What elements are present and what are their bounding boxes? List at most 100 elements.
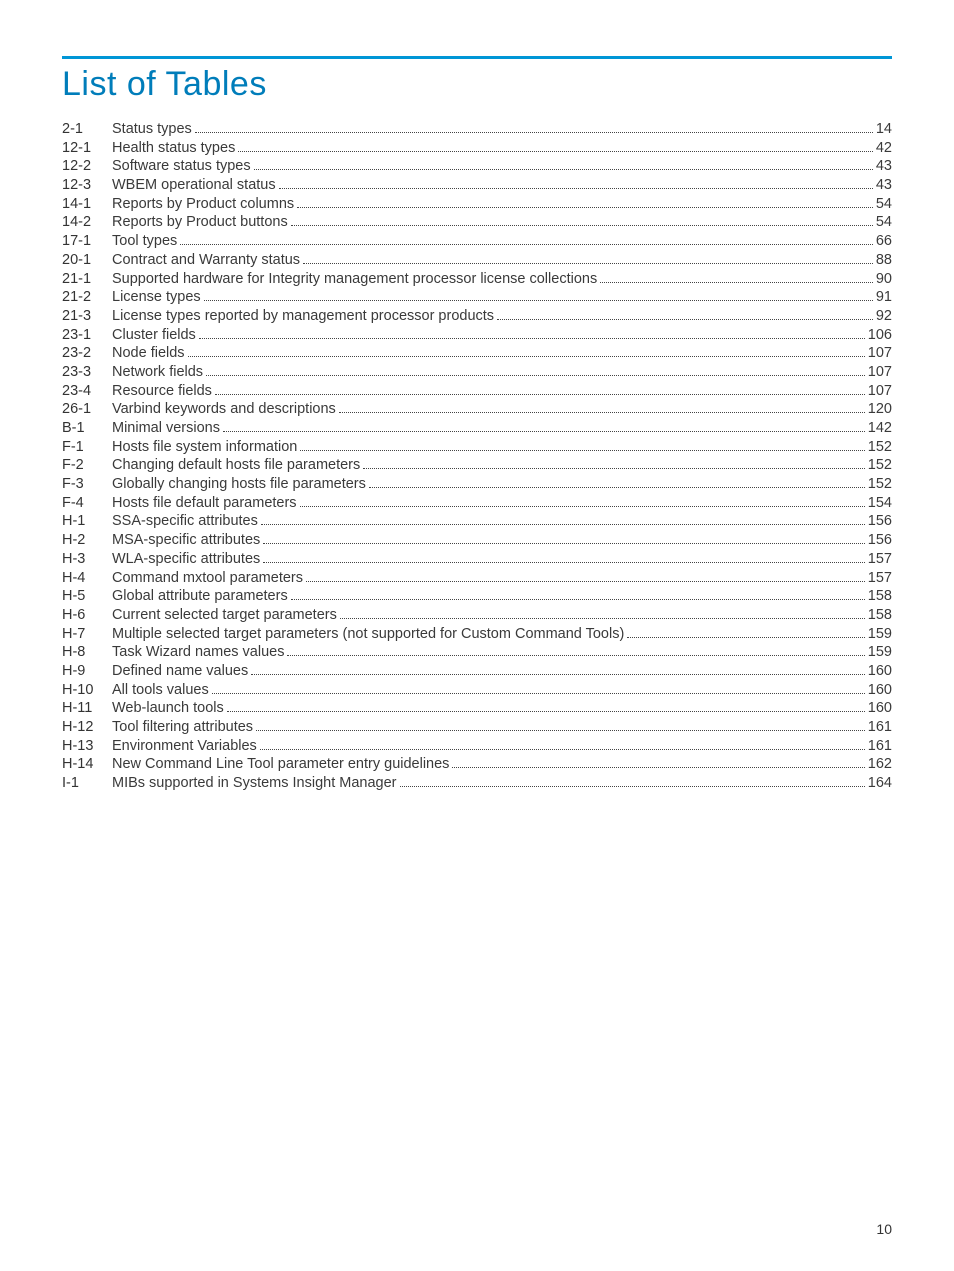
toc-entry[interactable]: 21-3License types reported by management… — [62, 309, 892, 324]
toc-entry-page: 164 — [868, 776, 892, 791]
toc-leader-dots — [263, 562, 865, 563]
table-of-contents: 2-1Status types14 12-1Health status types… — [62, 122, 892, 791]
toc-entry[interactable]: F-1Hosts file system information152 — [62, 440, 892, 455]
toc-entry-page: 160 — [868, 683, 892, 698]
toc-entry-label: Resource fields — [112, 384, 212, 399]
toc-entry-number: H-5 — [62, 589, 112, 604]
toc-entry[interactable]: H-4Command mxtool parameters157 — [62, 571, 892, 586]
toc-entry[interactable]: H-8Task Wizard names values159 — [62, 645, 892, 660]
toc-entry[interactable]: H-13Environment Variables161 — [62, 739, 892, 754]
toc-entry-label: Global attribute parameters — [112, 589, 288, 604]
toc-entry[interactable]: H-11Web-launch tools160 — [62, 701, 892, 716]
toc-entry-page: 156 — [868, 514, 892, 529]
toc-entry-page: 162 — [868, 757, 892, 772]
toc-entry[interactable]: H-6Current selected target parameters158 — [62, 608, 892, 623]
toc-entry-number: 21-1 — [62, 272, 112, 287]
toc-entry-label: Software status types — [112, 159, 251, 174]
toc-entry[interactable]: 12-1Health status types42 — [62, 141, 892, 156]
toc-entry[interactable]: H-5Global attribute parameters 158 — [62, 589, 892, 604]
toc-entry[interactable]: H-3WLA-specific attributes157 — [62, 552, 892, 567]
toc-entry-number: H-12 — [62, 720, 112, 735]
toc-leader-dots — [340, 618, 865, 619]
toc-entry-page: 157 — [868, 552, 892, 567]
page-number: 10 — [876, 1221, 892, 1237]
toc-entry-page: 161 — [868, 739, 892, 754]
toc-entry-number: H-2 — [62, 533, 112, 548]
toc-entry[interactable]: F-4Hosts file default parameters154 — [62, 496, 892, 511]
toc-entry[interactable]: 12-3WBEM operational status43 — [62, 178, 892, 193]
toc-entry-number: H-7 — [62, 627, 112, 642]
toc-leader-dots — [600, 282, 873, 283]
toc-entry-label: Task Wizard names values — [112, 645, 284, 660]
toc-entry[interactable]: I-1MIBs supported in Systems Insight Man… — [62, 776, 892, 791]
toc-leader-dots — [260, 749, 865, 750]
toc-leader-dots — [261, 524, 865, 525]
header-rule — [62, 56, 892, 59]
toc-entry[interactable]: H-14New Command Line Tool parameter entr… — [62, 757, 892, 772]
toc-entry-label: Reports by Product columns — [112, 197, 294, 212]
toc-entry[interactable]: H-1SSA-specific attributes156 — [62, 514, 892, 529]
toc-entry-label: Environment Variables — [112, 739, 257, 754]
toc-entry-page: 120 — [868, 402, 892, 417]
toc-entry-page: 142 — [868, 421, 892, 436]
toc-entry[interactable]: 17-1Tool types66 — [62, 234, 892, 249]
toc-entry-page: 160 — [868, 701, 892, 716]
toc-entry-number: H-14 — [62, 757, 112, 772]
toc-entry[interactable]: 23-1Cluster fields106 — [62, 328, 892, 343]
toc-entry[interactable]: H-9Defined name values160 — [62, 664, 892, 679]
toc-entry-number: 23-3 — [62, 365, 112, 380]
toc-leader-dots — [180, 244, 873, 245]
toc-entry[interactable]: F-2Changing default hosts file parameter… — [62, 458, 892, 473]
toc-leader-dots — [256, 730, 865, 731]
toc-leader-dots — [279, 188, 873, 189]
toc-entry-page: 159 — [868, 645, 892, 660]
toc-entry[interactable]: H-12Tool filtering attributes 161 — [62, 720, 892, 735]
toc-entry[interactable]: 26-1Varbind keywords and descriptions120 — [62, 402, 892, 417]
toc-entry-label: Tool types — [112, 234, 177, 249]
toc-entry[interactable]: H-2MSA-specific attributes156 — [62, 533, 892, 548]
toc-leader-dots — [291, 225, 873, 226]
toc-entry-label: MIBs supported in Systems Insight Manage… — [112, 776, 397, 791]
toc-entry-number: 14-2 — [62, 215, 112, 230]
toc-entry[interactable]: 14-2Reports by Product buttons54 — [62, 215, 892, 230]
toc-leader-dots — [227, 711, 865, 712]
toc-entry-page: 54 — [876, 197, 892, 212]
toc-leader-dots — [339, 412, 865, 413]
toc-entry-page: 88 — [876, 253, 892, 268]
toc-entry-page: 107 — [868, 346, 892, 361]
toc-leader-dots — [195, 132, 873, 133]
toc-entry-label: Hosts file default parameters — [112, 496, 297, 511]
toc-entry-page: 106 — [868, 328, 892, 343]
toc-entry[interactable]: 2-1Status types14 — [62, 122, 892, 137]
toc-leader-dots — [223, 431, 865, 432]
toc-entry-number: 23-4 — [62, 384, 112, 399]
toc-entry-label: Current selected target parameters — [112, 608, 337, 623]
toc-entry[interactable]: 23-3Network fields107 — [62, 365, 892, 380]
toc-entry-number: 20-1 — [62, 253, 112, 268]
toc-entry[interactable]: H-10All tools values160 — [62, 683, 892, 698]
toc-entry[interactable]: 23-2Node fields107 — [62, 346, 892, 361]
toc-entry-page: 156 — [868, 533, 892, 548]
toc-entry-label: Tool filtering attributes — [112, 720, 253, 735]
toc-entry-page: 54 — [876, 215, 892, 230]
toc-entry[interactable]: 12-2Software status types43 — [62, 159, 892, 174]
toc-entry-page: 90 — [876, 272, 892, 287]
toc-leader-dots — [627, 637, 864, 638]
toc-entry[interactable]: H-7Multiple selected target parameters (… — [62, 627, 892, 642]
toc-entry[interactable]: 14-1Reports by Product columns54 — [62, 197, 892, 212]
toc-entry[interactable]: B-1Minimal versions142 — [62, 421, 892, 436]
toc-entry-label: All tools values — [112, 683, 209, 698]
toc-entry-number: F-4 — [62, 496, 112, 511]
toc-entry[interactable]: 23-4Resource fields107 — [62, 384, 892, 399]
toc-entry[interactable]: F-3Globally changing hosts file paramete… — [62, 477, 892, 492]
toc-entry[interactable]: 21-1Supported hardware for Integrity man… — [62, 272, 892, 287]
toc-entry[interactable]: 20-1Contract and Warranty status88 — [62, 253, 892, 268]
toc-entry-label: WLA-specific attributes — [112, 552, 260, 567]
toc-entry-label: Globally changing hosts file parameters — [112, 477, 366, 492]
toc-entry-page: 158 — [868, 589, 892, 604]
toc-entry-page: 161 — [868, 720, 892, 735]
toc-leader-dots — [300, 506, 865, 507]
toc-leader-dots — [251, 674, 865, 675]
toc-entry-label: WBEM operational status — [112, 178, 276, 193]
toc-entry[interactable]: 21-2License types91 — [62, 290, 892, 305]
